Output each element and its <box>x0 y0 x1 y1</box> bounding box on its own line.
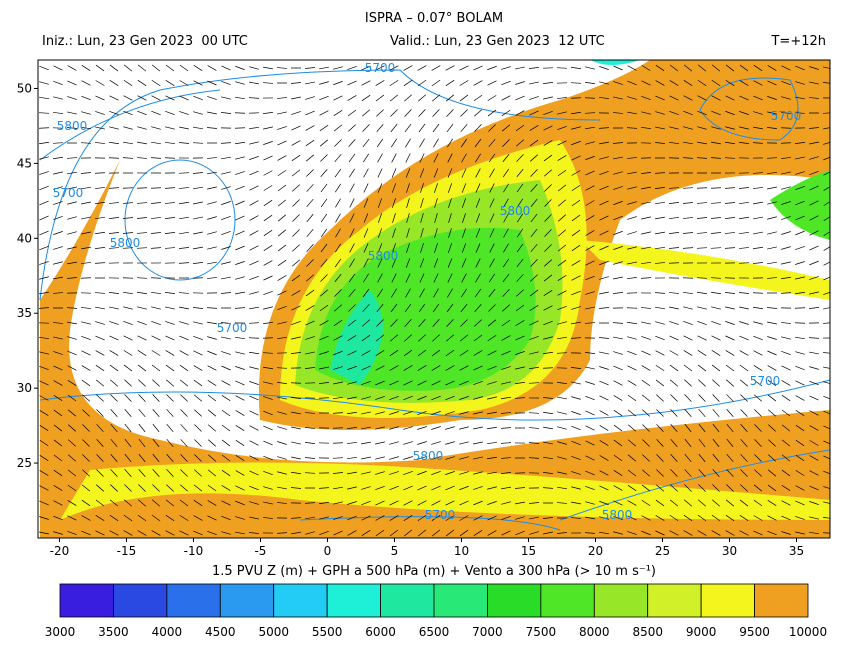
x-tick-label: 35 <box>789 544 804 558</box>
y-tick-label: 25 <box>17 456 32 470</box>
colorbar-label: 9000 <box>686 625 717 639</box>
contour-label: 5800 <box>413 449 444 463</box>
colorbar-label: 5000 <box>258 625 289 639</box>
colorbar-box <box>327 584 380 617</box>
contour-label: 5700 <box>750 374 781 388</box>
init-time: Iniz.: Lun, 23 Gen 2023 00 UTC <box>42 34 248 49</box>
contour-label: 5800 <box>602 508 633 522</box>
colorbar-box <box>60 584 113 617</box>
colorbar-label: 4500 <box>205 625 236 639</box>
colorbar-label: 3500 <box>98 625 129 639</box>
colorbar-label: 8500 <box>632 625 663 639</box>
contour-label: 5700 <box>425 508 456 522</box>
x-tick-label: 5 <box>391 544 399 558</box>
title: ISPRA – 0.07° BOLAM <box>365 11 503 26</box>
map-field <box>38 60 833 540</box>
x-tick-label: 20 <box>588 544 603 558</box>
colorbar-label: 3000 <box>45 625 76 639</box>
colorbar-label: 7500 <box>526 625 557 639</box>
colorbar-box <box>434 584 487 617</box>
caption: 1.5 PVU Z (m) + GPH a 500 hPa (m) + Vent… <box>212 564 656 579</box>
contour-label: 5700 <box>365 61 396 75</box>
colorbar-label: 6000 <box>365 625 396 639</box>
x-tick-label: 0 <box>324 544 332 558</box>
colorbar-box <box>701 584 754 617</box>
y-tick-label: 50 <box>17 81 32 95</box>
x-tick-label: 25 <box>655 544 670 558</box>
colorbar-label: 5500 <box>312 625 343 639</box>
colorbar-box <box>113 584 166 617</box>
valid-time: Valid.: Lun, 23 Gen 2023 12 UTC <box>390 34 605 49</box>
contour-label: 5800 <box>57 119 88 133</box>
colorbar-box <box>648 584 701 617</box>
contour-label: 5800 <box>368 249 399 263</box>
colorbar-box <box>755 584 808 617</box>
x-tick-label: 15 <box>521 544 536 558</box>
x-tick-label: 30 <box>722 544 737 558</box>
colorbar-box <box>274 584 327 617</box>
colorbar-label: 7000 <box>472 625 503 639</box>
contour-label: 5800 <box>110 236 141 250</box>
colorbar-box <box>487 584 540 617</box>
colorbar-box <box>541 584 594 617</box>
colorbar-label: 8000 <box>579 625 610 639</box>
colorbar-box <box>594 584 647 617</box>
x-tick-label: 10 <box>454 544 469 558</box>
x-tick-label: -10 <box>184 544 204 558</box>
x-tick-label: -5 <box>254 544 266 558</box>
y-tick-label: 40 <box>17 231 32 245</box>
colorbar-box <box>381 584 434 617</box>
colorbar-label: 10000 <box>789 625 827 639</box>
colorbar: 3000 3500 4000 4500 5000 5500 6000 6500 7000 7500… <box>45 584 827 639</box>
colorbar-box <box>167 584 220 617</box>
x-tick-label: -15 <box>117 544 137 558</box>
y-tick-label: 35 <box>17 306 32 320</box>
y-tick-label: 30 <box>17 381 32 395</box>
colorbar-label: 9500 <box>739 625 770 639</box>
colorbar-label: 6500 <box>419 625 450 639</box>
contour-label: 5700 <box>53 186 84 200</box>
y-tick-label: 45 <box>17 156 32 170</box>
colorbar-label: 4000 <box>152 625 183 639</box>
contour-label: 5700 <box>217 321 248 335</box>
lead-time: T=+12h <box>770 34 826 49</box>
contour-label: 5800 <box>500 204 531 218</box>
contour-label: 5700 <box>771 109 802 123</box>
colorbar-box <box>220 584 273 617</box>
x-tick-label: -20 <box>50 544 70 558</box>
